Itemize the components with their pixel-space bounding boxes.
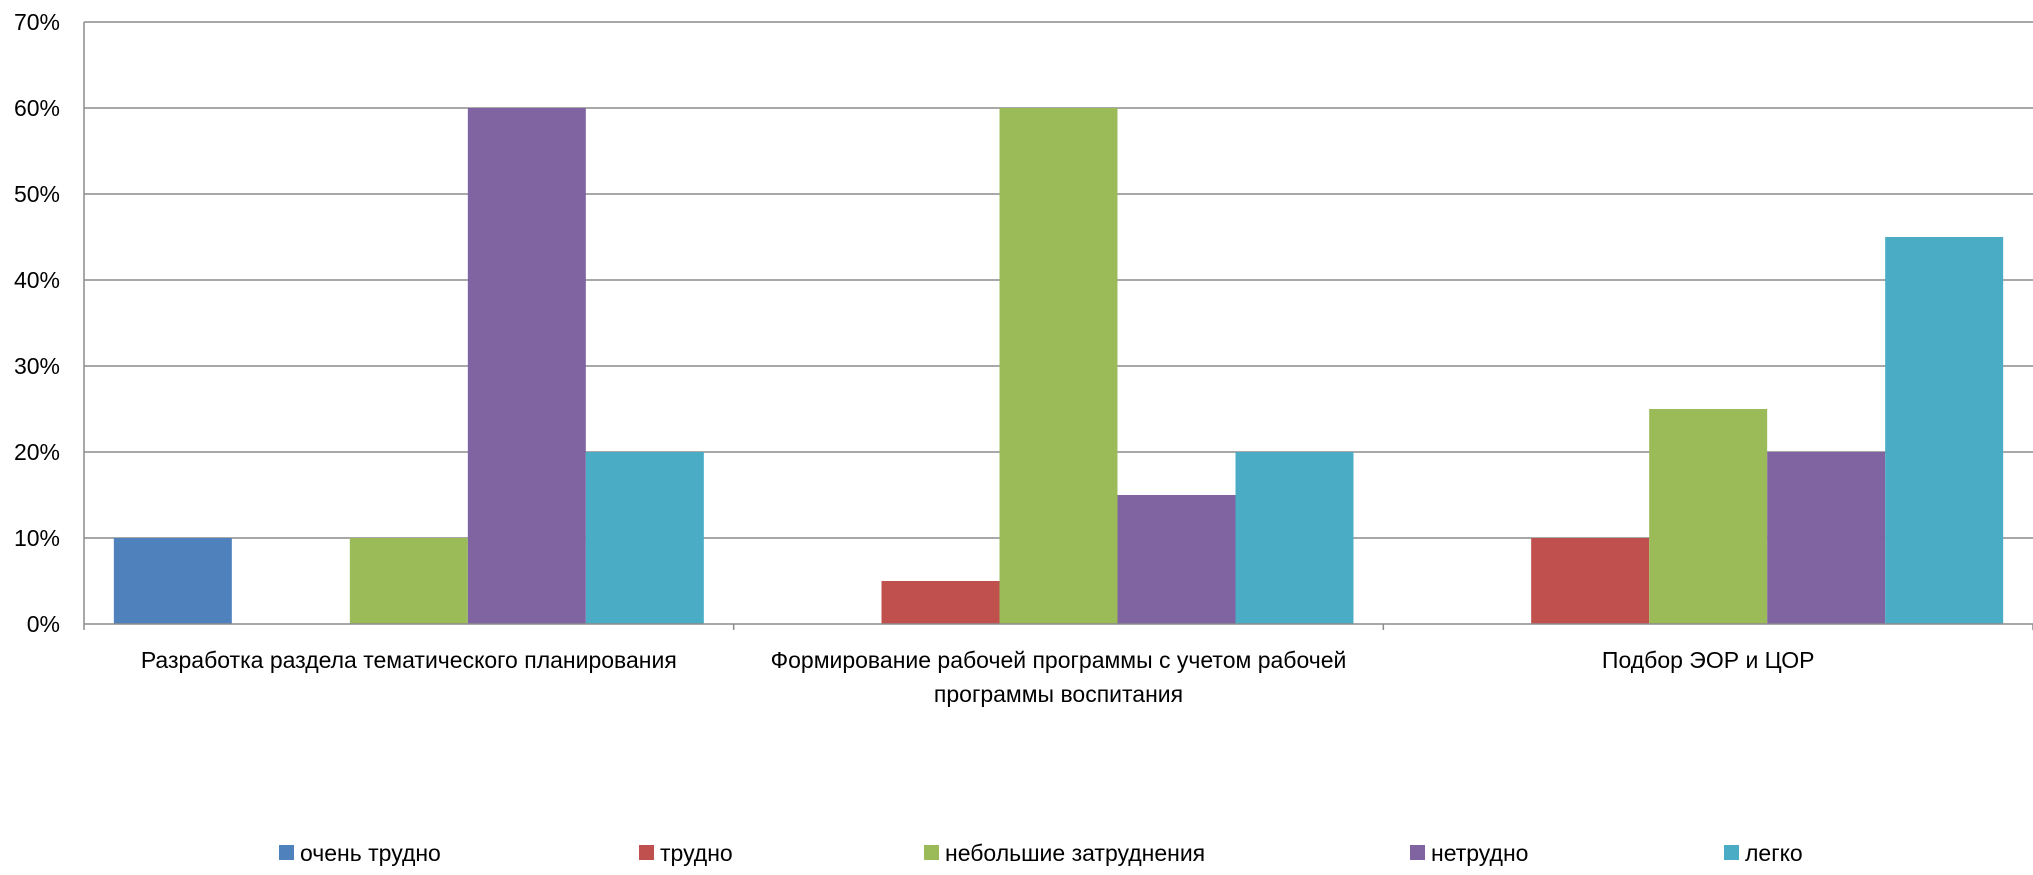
- bar: [1767, 452, 1886, 624]
- legend-swatch: [1724, 845, 1739, 860]
- bar: [113, 538, 232, 624]
- y-tick-label: 20%: [14, 439, 60, 465]
- legend-swatch: [279, 845, 294, 860]
- y-tick-label: 30%: [14, 353, 60, 379]
- y-tick-label: 10%: [14, 525, 60, 551]
- y-tick-label: 0%: [27, 611, 60, 637]
- y-tick-label: 70%: [14, 9, 60, 35]
- legend-label: очень трудно: [300, 840, 441, 866]
- bar: [1531, 538, 1650, 624]
- bar: [467, 108, 586, 624]
- y-tick-label: 50%: [14, 181, 60, 207]
- y-tick-label: 40%: [14, 267, 60, 293]
- y-tick-label: 60%: [14, 95, 60, 121]
- axes: [83, 22, 2033, 630]
- x-category-label: Разработка раздела тематического планиро…: [141, 647, 677, 673]
- legend-swatch: [1410, 845, 1425, 860]
- legend-swatch: [639, 845, 654, 860]
- legend-label: трудно: [660, 840, 733, 866]
- legend-swatch: [924, 845, 939, 860]
- bar: [1235, 452, 1354, 624]
- x-category-label: программы воспитания: [934, 681, 1183, 707]
- bar: [1649, 409, 1768, 624]
- bar: [1885, 237, 2004, 624]
- y-axis-tick-labels: 0% 10% 20% 30% 40% 50% 60% 70%: [14, 9, 60, 637]
- legend: очень трудно трудно небольшие затруднения н…: [279, 840, 1803, 866]
- bar: [349, 538, 468, 624]
- bar: [1117, 495, 1236, 624]
- bars: [113, 108, 2004, 624]
- bar: [585, 452, 704, 624]
- bar: [999, 108, 1118, 624]
- x-category-label: Формирование рабочей программы с учетом …: [771, 647, 1347, 673]
- legend-label: легко: [1745, 840, 1803, 866]
- bar: [881, 581, 1000, 624]
- x-category-label: Подбор ЭОР и ЦОР: [1602, 647, 1815, 673]
- legend-label: нетрудно: [1431, 840, 1528, 866]
- legend-label: небольшие затруднения: [945, 840, 1205, 866]
- x-axis-category-labels: Разработка раздела тематического планиро…: [141, 647, 1815, 707]
